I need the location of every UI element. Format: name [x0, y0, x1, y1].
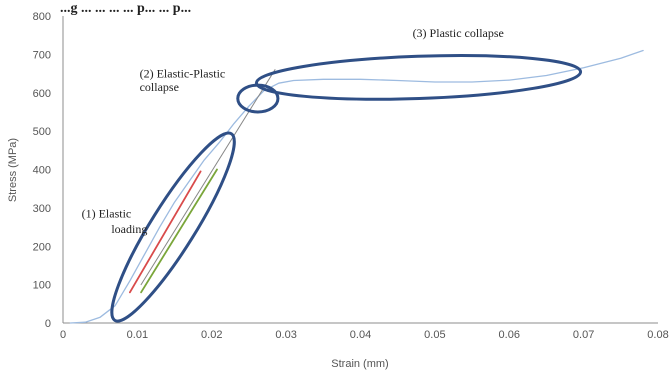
- highlight-ellipse-3: [254, 54, 583, 101]
- x-tick-label: 0.08: [647, 329, 668, 341]
- x-tick-labels: 0 0.01 0.02 0.03 0.04 0.05 0.06 0.07 0.08: [60, 329, 669, 341]
- series-line-1: [69, 49, 644, 324]
- y-tick-label: 700: [33, 49, 51, 61]
- highlight-ellipse-2: [236, 83, 280, 114]
- y-tick-label: 0: [45, 318, 51, 330]
- x-tick-label: 0.01: [127, 329, 148, 341]
- annotation-4: collapse: [140, 80, 179, 94]
- axes: [62, 16, 658, 324]
- y-tick-label: 600: [33, 88, 51, 100]
- y-tick-labels: 0 100 200 300 400 500 600 700 800: [33, 11, 51, 330]
- cropped-title-fragment: ...g ... ... ... ... p... ... p...: [60, 1, 191, 16]
- series-line-2: [140, 69, 276, 286]
- y-tick-label: 200: [33, 241, 51, 253]
- x-tick-label: 0.03: [275, 329, 296, 341]
- y-tick-label: 500: [33, 126, 51, 138]
- series-line-3: [128, 170, 202, 294]
- series-layer: [69, 49, 644, 324]
- x-tick-label: 0.05: [424, 329, 445, 341]
- y-axis-title: Stress (MPa): [7, 138, 19, 202]
- y-tick-label: 100: [33, 280, 51, 292]
- x-tick-label: 0.04: [350, 329, 371, 341]
- series-line-4: [140, 168, 218, 294]
- y-tick-label: 800: [33, 11, 51, 23]
- y-tick-label: 400: [33, 165, 51, 177]
- annotation-5: (3) Plastic collapse: [413, 26, 504, 40]
- highlight-ellipse-1: [110, 131, 236, 323]
- x-axis-title: Strain (mm): [331, 358, 388, 370]
- annotation-3: (2) Elastic-Plastic: [140, 66, 226, 80]
- x-tick-label: 0: [60, 329, 66, 341]
- ellipse-layer: [110, 54, 583, 323]
- y-tick-label: 300: [33, 203, 51, 215]
- x-tick-label: 0.06: [499, 329, 520, 341]
- annotation-1: (1) Elastic: [82, 206, 132, 220]
- annotation-2: loading: [111, 222, 147, 236]
- annotation-layer: (1) Elastic loading (2) Elastic-Plasticcol…: [82, 26, 504, 236]
- x-tick-label: 0.07: [573, 329, 594, 341]
- x-tick-label: 0.02: [201, 329, 222, 341]
